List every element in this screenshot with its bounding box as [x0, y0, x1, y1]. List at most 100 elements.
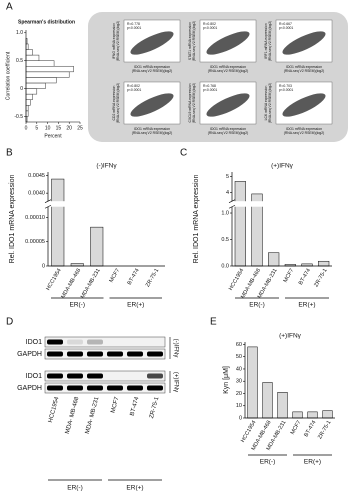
lane-label: BT-474: [130, 396, 141, 417]
condition-label: (-)IFNγ: [172, 339, 178, 358]
x-axis-label: (RNA-seq V2 RSEM)(log2): [208, 131, 249, 135]
histogram-bar: [25, 110, 29, 117]
x-axis-label: (RNA-seq V2 RSEM)(log2): [132, 131, 173, 135]
x-tick-label: HCC1954: [45, 268, 62, 292]
point-cloud: [206, 93, 250, 117]
bar: [51, 178, 65, 267]
band: [87, 373, 103, 379]
bar: [234, 181, 246, 267]
x-tick-label: 15: [56, 125, 62, 131]
x-tick-label: MCF7: [283, 268, 296, 284]
band: [47, 351, 63, 357]
histogram-bar: [25, 43, 29, 50]
panel-label: B: [6, 148, 13, 159]
x-axis-label: (RNA-seq V2 RSEM)(log2): [284, 131, 325, 135]
axis-break: [229, 201, 332, 207]
x-axis-label: IDO1 mRNA expression: [286, 65, 322, 69]
y-tick-label: 0.5: [16, 58, 23, 64]
point-cloud: [282, 31, 326, 55]
histogram-bar: [25, 77, 57, 84]
y-tick-label: 1.0: [221, 210, 229, 216]
panel-label: E: [210, 317, 217, 328]
y-tick-label: 10: [236, 403, 242, 409]
lane-label: MCF7: [110, 396, 120, 414]
point-cloud: [130, 31, 174, 55]
y-tick-label: 5: [226, 174, 229, 180]
stat-label: R=0.802: [203, 22, 216, 26]
y-axis-label: (RNA-seq V2 RSEM)(log2): [192, 83, 196, 124]
x-tick-label: ZR-75-1: [145, 268, 160, 288]
y-tick-label: 0.00005: [25, 239, 45, 245]
y-axis-label: (RNA-seq V2 RSEM)(log2): [268, 83, 272, 124]
x-tick-label: BT-474: [298, 268, 312, 286]
x-tick-label: HCC1954: [228, 268, 245, 292]
y-tick-label: 60: [236, 342, 242, 348]
stat-label: R=0.703: [279, 84, 292, 88]
x-tick-label: MCF7: [290, 420, 303, 436]
chart-title: Spearman's distribution: [18, 19, 75, 25]
band: [67, 385, 83, 391]
histogram-bar: [25, 105, 29, 112]
y-tick-label: 1.0: [16, 30, 23, 36]
y-tick-label: 30: [236, 379, 242, 385]
x-tick-label: BT-474: [303, 420, 317, 438]
band: [67, 339, 83, 345]
x-tick-label: 10: [45, 125, 51, 131]
histogram-bar: [25, 88, 38, 95]
y-axis-label: IRF1 mRNA expression: [264, 23, 268, 59]
blot-strip: [44, 370, 166, 382]
stat-label: p<0.0001: [127, 88, 141, 92]
stat-label: R=0.667: [279, 22, 292, 26]
group-label: ER(+): [304, 459, 321, 466]
blot-strip: [44, 336, 166, 348]
x-tick-label: ZR-75-1: [317, 420, 332, 440]
stat-label: R=0.778: [127, 22, 140, 26]
band: [107, 351, 123, 357]
y-axis-label: Kyn [μM]: [223, 366, 230, 394]
band: [147, 351, 163, 357]
y-tick-label: 0.0040: [28, 191, 45, 197]
bar: [292, 411, 303, 419]
x-axis-label: IDO1 mRNA expression: [210, 127, 246, 131]
x-tick-label: MCF7: [109, 268, 122, 284]
group-label: ER(-): [67, 485, 83, 492]
lane-label: HCC1954: [48, 396, 61, 424]
band: [67, 351, 83, 357]
lane-label: MDA- MB-468: [65, 396, 81, 435]
y-axis-label: Correlation coefficient: [5, 51, 11, 100]
y-axis-label: LCK mRNA expression: [264, 86, 268, 121]
stat-label: p<0.0001: [279, 26, 293, 30]
x-tick-label: 0: [25, 125, 28, 131]
x-tick-label: ZR-75-1: [313, 268, 328, 288]
stat-label: R=0.802: [127, 84, 140, 88]
axis-break: [45, 201, 165, 207]
row-label: IDO1: [26, 339, 42, 346]
x-axis-label: IDO1 mRNA expression: [134, 127, 170, 131]
group-label: ER(-): [260, 459, 276, 466]
x-tick-label: 25: [77, 125, 83, 131]
histogram-bar: [25, 49, 33, 56]
histogram-bar: [25, 71, 70, 78]
y-tick-label: 0: [239, 415, 242, 421]
stat-label: p<0.0001: [279, 88, 293, 92]
bar: [277, 392, 288, 419]
break-mark: [228, 199, 236, 203]
bar: [307, 411, 318, 419]
stat-label: R=0.768: [203, 84, 216, 88]
y-axis-label: (RNA-seq V2 RSEM)(log2): [116, 83, 120, 124]
bar: [318, 260, 330, 267]
point-cloud: [130, 93, 174, 117]
histogram-bar: [25, 60, 55, 67]
y-tick-label: 20: [236, 391, 242, 397]
panel-label: D: [6, 317, 13, 328]
y-tick-label: 0: [20, 86, 23, 92]
point-cloud: [206, 31, 250, 55]
x-axis-label: Percent: [44, 133, 62, 139]
point-cloud: [282, 93, 326, 117]
y-axis-label: IFNG mRNA expression: [112, 23, 116, 59]
band: [87, 351, 103, 357]
stat-label: p<0.0001: [203, 88, 217, 92]
row-label: GAPDH: [17, 385, 42, 392]
band: [127, 351, 143, 357]
lane-label: MDA- MB-231: [85, 396, 101, 435]
